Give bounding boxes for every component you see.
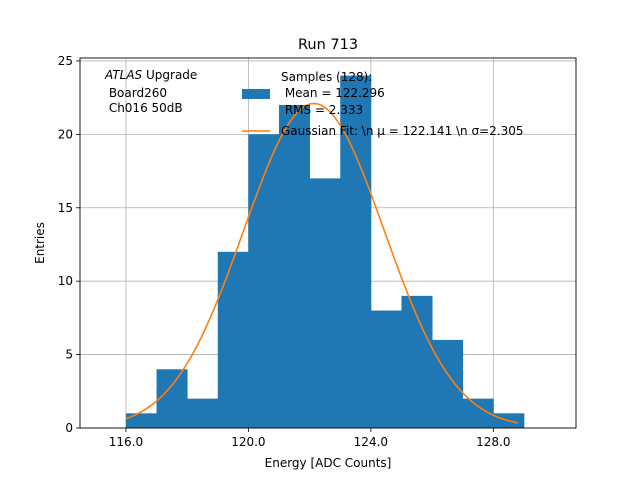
histogram-bar bbox=[432, 339, 464, 428]
annotation: ATLAS Upgrade Board260 Ch016 50dB bbox=[104, 68, 197, 115]
annotation-line-1: ATLAS Upgrade bbox=[104, 68, 197, 82]
legend-hist-line-3: RMS = 2.333 bbox=[281, 103, 363, 117]
annotation-rest: Upgrade bbox=[142, 68, 197, 82]
histogram-bar bbox=[370, 310, 402, 428]
histogram-bar bbox=[187, 398, 219, 428]
y-tick-label: 20 bbox=[58, 127, 73, 141]
histogram-bar bbox=[125, 413, 157, 428]
annotation-line-2: Board260 bbox=[105, 86, 167, 100]
y-tick-label: 10 bbox=[58, 274, 73, 288]
plot-frame bbox=[79, 57, 577, 429]
y-tick-label: 25 bbox=[58, 54, 73, 68]
legend-fit-label: Gaussian Fit: \n μ = 122.141 \n σ=2.305 bbox=[281, 124, 524, 138]
x-tick-label: 128.0 bbox=[476, 435, 510, 449]
histogram-bar bbox=[217, 251, 249, 428]
x-tick-label: 116.0 bbox=[109, 435, 143, 449]
legend-hist-swatch bbox=[242, 89, 270, 99]
histogram-bar bbox=[156, 369, 188, 428]
histogram-bars bbox=[125, 75, 525, 428]
gaussian-fit-curve bbox=[125, 102, 518, 424]
x-tick-label: 120.0 bbox=[231, 435, 265, 449]
y-axis-ticks: 0 5 10 15 20 25 bbox=[58, 54, 80, 435]
x-tick-label: 124.0 bbox=[354, 435, 388, 449]
annotation-italic: ATLAS bbox=[104, 68, 143, 82]
y-tick-label: 5 bbox=[65, 348, 73, 362]
annotation-line-3: Ch016 50dB bbox=[105, 101, 183, 115]
histogram-bar bbox=[248, 134, 280, 428]
legend-hist-line-1: Samples (128): bbox=[281, 70, 372, 84]
legend-hist-line-2: Mean = 122.296 bbox=[281, 86, 385, 100]
x-axis-ticks: 116.0 120.0 124.0 128.0 bbox=[109, 428, 511, 449]
legend: Samples (128): Mean = 122.296 RMS = 2.33… bbox=[242, 70, 524, 138]
y-axis-label: Entries bbox=[33, 222, 47, 264]
histogram-bar bbox=[279, 104, 311, 428]
x-axis-label: Energy [ADC Counts] bbox=[265, 456, 392, 470]
chart-title: Run 713 bbox=[298, 37, 358, 53]
y-tick-label: 0 bbox=[65, 421, 73, 435]
y-tick-label: 15 bbox=[58, 201, 73, 215]
histogram-bar bbox=[309, 178, 341, 428]
